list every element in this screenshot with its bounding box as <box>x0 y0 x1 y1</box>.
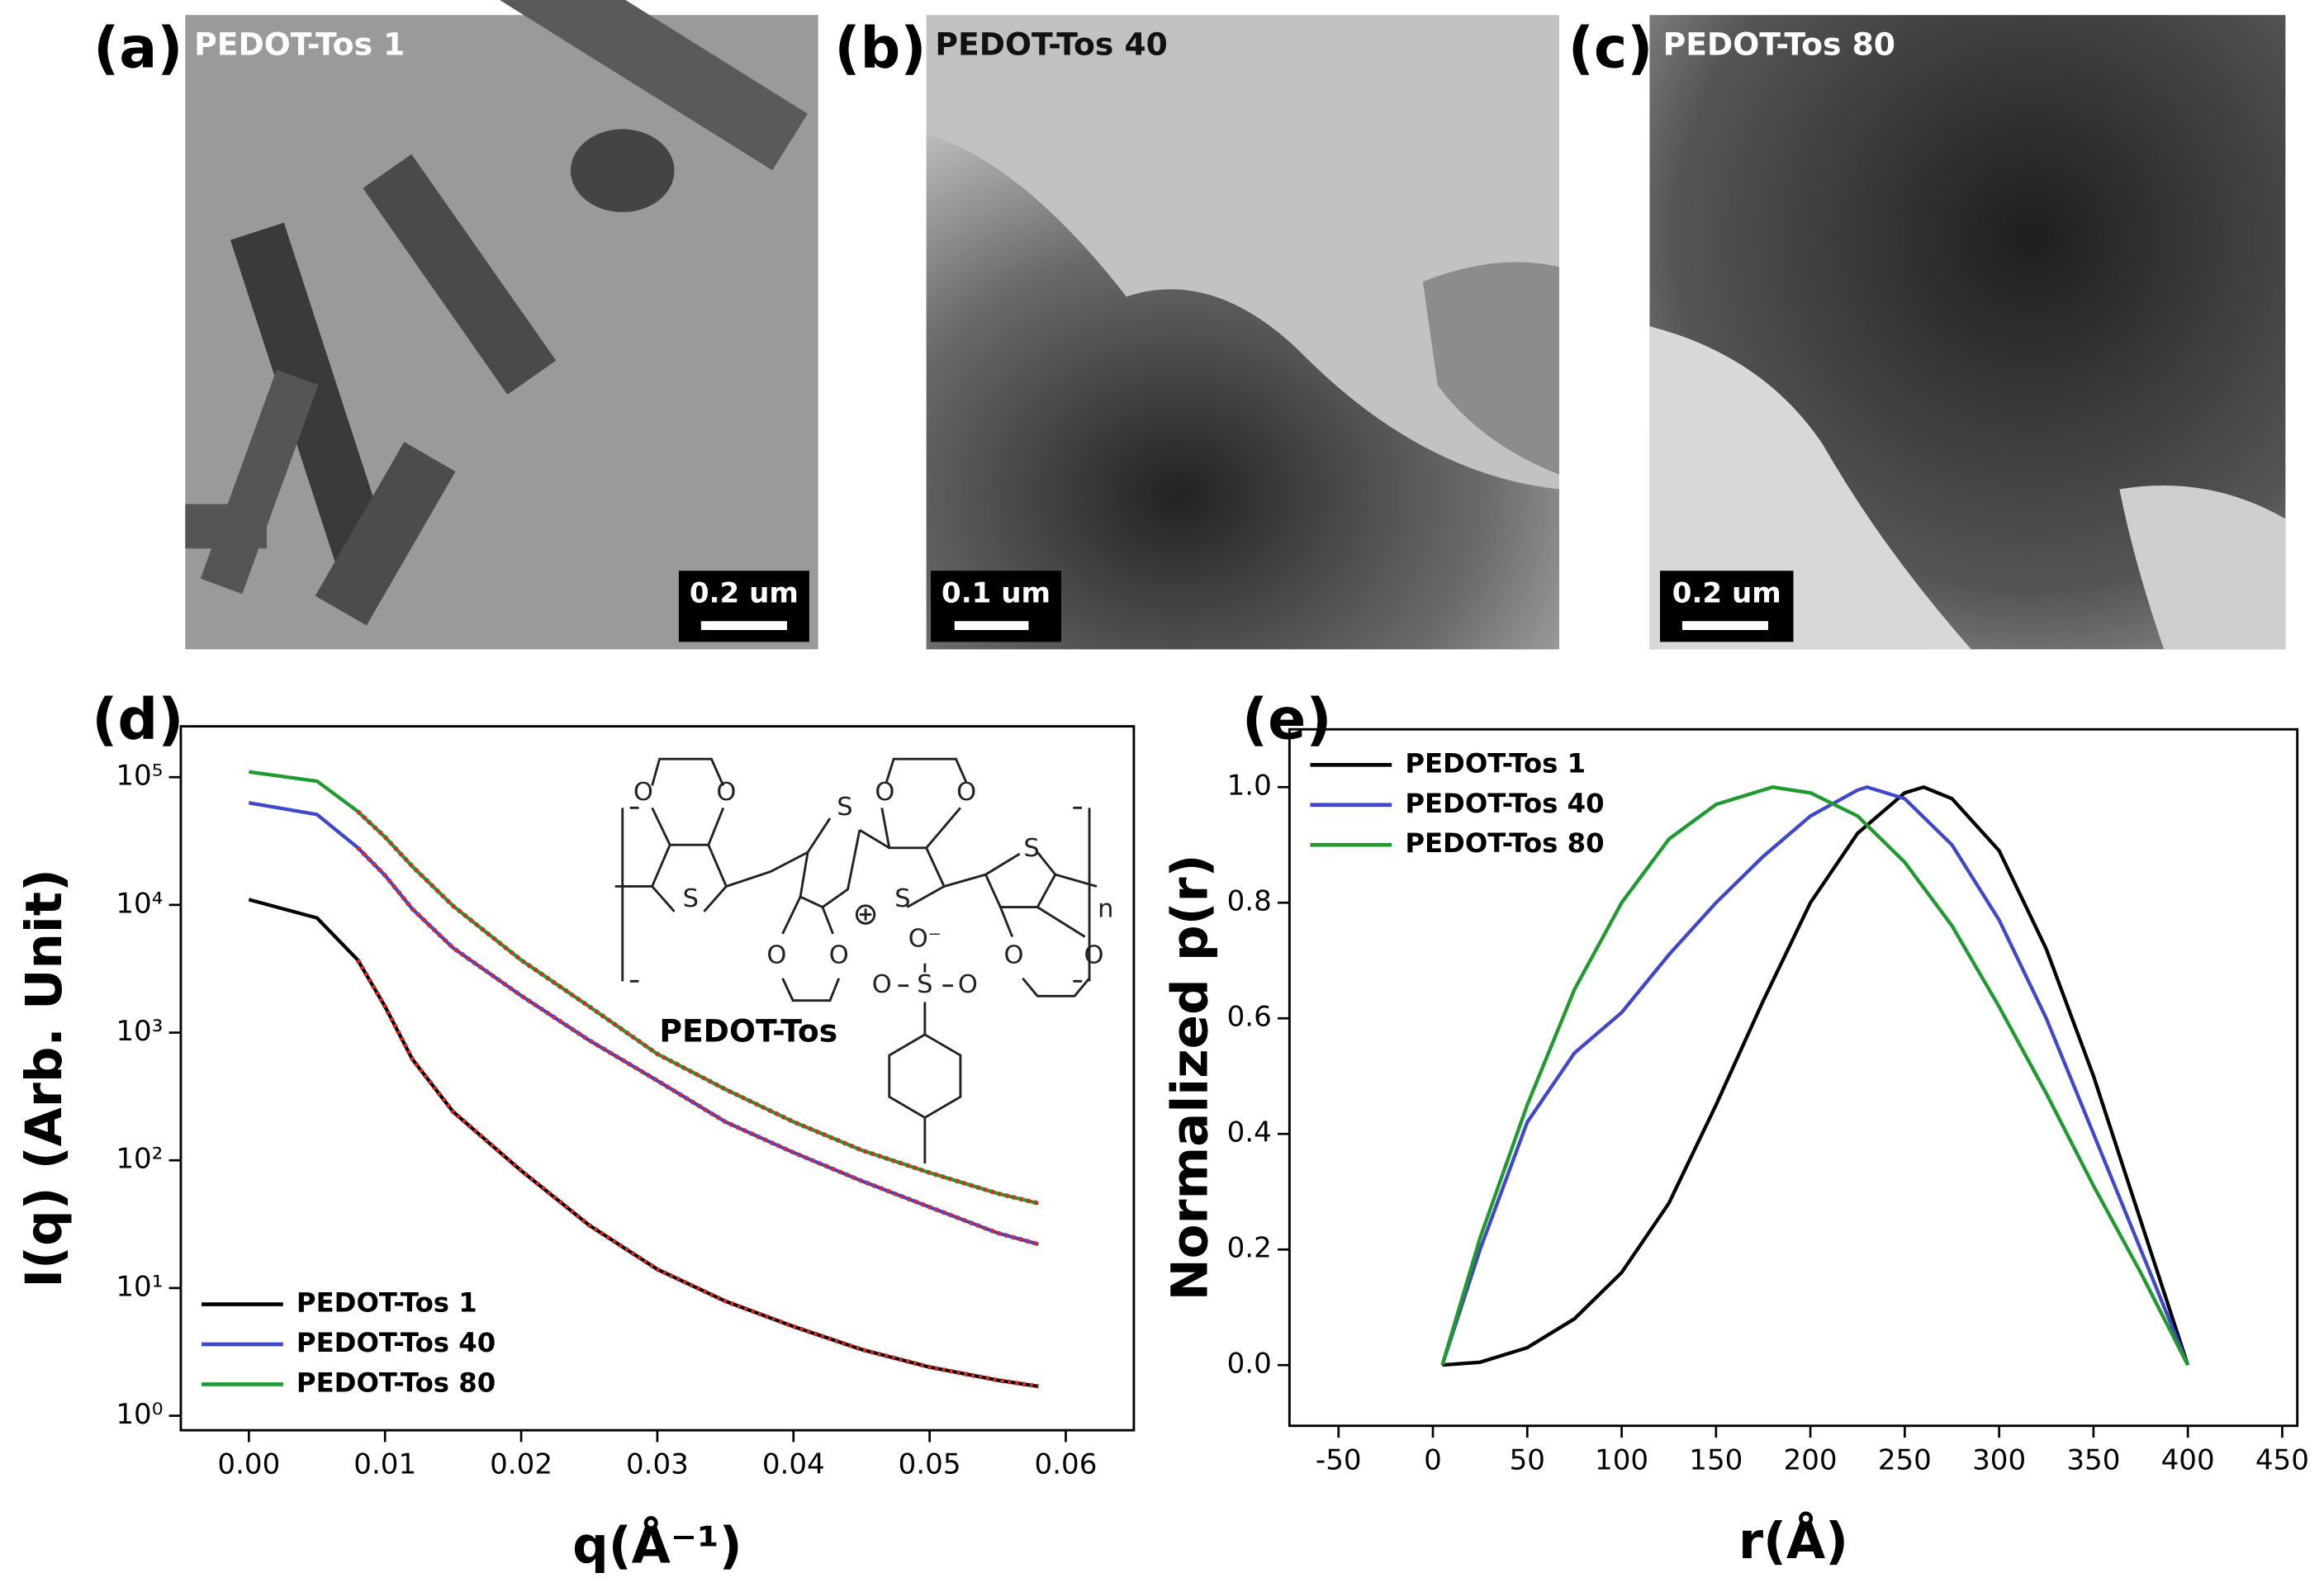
x-tick-label: 0.06 <box>1035 1448 1098 1481</box>
x-tick-label: -50 <box>1316 1443 1362 1476</box>
x-tick-label: 0.02 <box>490 1448 553 1481</box>
series-line <box>1440 785 2189 1367</box>
x-tick-label: 0.00 <box>217 1448 280 1481</box>
y-tick-label: 0.0 <box>1227 1348 1272 1381</box>
atom-label: S <box>894 884 910 913</box>
x-tick-label: 300 <box>1972 1443 2026 1476</box>
panel-label: (e) <box>1242 688 1332 753</box>
series-line <box>1440 784 2190 1366</box>
atom-label: S <box>1023 834 1039 863</box>
x-tick-label: 200 <box>1784 1443 1838 1476</box>
legend-label: PEDOT-Tos 40 <box>1405 788 1604 819</box>
atom-label: S <box>917 970 932 999</box>
legend-label: PEDOT-Tos 40 <box>296 1327 496 1358</box>
x-tick-label: 0.05 <box>899 1448 961 1481</box>
x-tick-label: 400 <box>2161 1443 2215 1476</box>
atom-label: S <box>683 884 699 913</box>
x-axis-label: q(Å⁻¹) <box>572 1515 742 1575</box>
atom-label: O <box>716 778 736 807</box>
legend-label: PEDOT-Tos 80 <box>296 1367 496 1398</box>
inset-label: PEDOT-Tos <box>659 1013 837 1049</box>
y-tick-label: 10³ <box>116 1015 163 1048</box>
plot-frame <box>1288 727 2299 1428</box>
atom-label: O⁻ <box>908 925 941 954</box>
series-line <box>248 801 1040 1246</box>
atom-label: O <box>1004 941 1024 969</box>
series-line <box>1442 784 2190 1367</box>
panel-label: (d) <box>92 688 183 753</box>
y-tick-label: 0.8 <box>1227 885 1272 918</box>
panel-label: (a) <box>93 17 183 82</box>
x-tick-label: 0.04 <box>762 1448 825 1481</box>
scale-bar-label: 0.1 um <box>941 576 1051 609</box>
x-tick-label: 250 <box>1878 1443 1932 1476</box>
legend-label: PEDOT-Tos 80 <box>1405 827 1604 859</box>
y-tick-label: 10⁰ <box>116 1398 163 1431</box>
tem-image-a: (a) PEDOT-Tos 1 0.2 um <box>93 0 818 650</box>
tem-image-b: (b) PEDOT-Tos 40 0.1 um <box>834 15 1559 650</box>
y-axis-label: Normalized p(r) <box>1160 855 1219 1301</box>
scale-bar-label: 0.2 um <box>690 576 799 609</box>
y-tick-label: 10⁴ <box>116 887 163 920</box>
x-tick-label: 450 <box>2255 1443 2309 1476</box>
y-tick-label: 10⁵ <box>116 760 163 793</box>
image-caption: PEDOT-Tos 80 <box>1663 26 1895 62</box>
x-axis-label: r(Å) <box>1738 1511 1848 1571</box>
image-caption: PEDOT-Tos 40 <box>935 26 1167 62</box>
panel-label: (b) <box>834 17 926 82</box>
x-tick-label: 100 <box>1595 1443 1648 1476</box>
legend-label: PEDOT-Tos 1 <box>1405 747 1586 779</box>
scale-bar-label: 0.2 um <box>1672 576 1781 609</box>
atom-label: O <box>958 970 978 999</box>
y-tick-label: 10² <box>116 1143 163 1176</box>
y-tick-label: 0.2 <box>1227 1232 1272 1265</box>
atom-label: O <box>766 941 786 969</box>
atom-label: n <box>1098 895 1113 924</box>
y-tick-label: 10¹ <box>116 1270 163 1303</box>
panel-label: (c) <box>1568 17 1653 82</box>
atom-label: O <box>829 941 849 969</box>
atom-label: S <box>837 793 852 822</box>
x-tick-label: 0.01 <box>353 1448 416 1481</box>
x-tick-label: 50 <box>1510 1443 1545 1476</box>
y-axis-label: I(q) (Arb. Unit) <box>15 869 74 1288</box>
x-tick-label: 0.03 <box>626 1448 689 1481</box>
fit-line <box>356 846 1040 1247</box>
y-tick-label: 1.0 <box>1227 770 1272 803</box>
plot-frame <box>179 725 1136 1432</box>
y-tick-label: 0.6 <box>1227 1001 1272 1034</box>
legend-label: PEDOT-Tos 1 <box>296 1287 477 1319</box>
atom-label: O <box>875 778 894 807</box>
fit-line <box>356 809 1040 1206</box>
atom-label: O <box>1084 941 1103 969</box>
x-tick-label: 150 <box>1689 1443 1743 1476</box>
atom-label: O <box>956 778 976 807</box>
tem-image-c: (c) PEDOT-Tos 80 0.2 um <box>1568 15 2286 650</box>
atom-label: O <box>872 970 892 999</box>
y-tick-label: 0.4 <box>1227 1116 1272 1149</box>
fit-line <box>355 959 1039 1389</box>
x-tick-label: 0 <box>1424 1443 1442 1476</box>
chemical-structure: O O S S O O O O S O⁻ S O O O O S n PEDOT… <box>614 757 1113 1164</box>
x-tick-label: 350 <box>2066 1443 2120 1476</box>
image-caption: PEDOT-Tos 1 <box>194 26 405 62</box>
atom-label: O <box>633 778 653 807</box>
